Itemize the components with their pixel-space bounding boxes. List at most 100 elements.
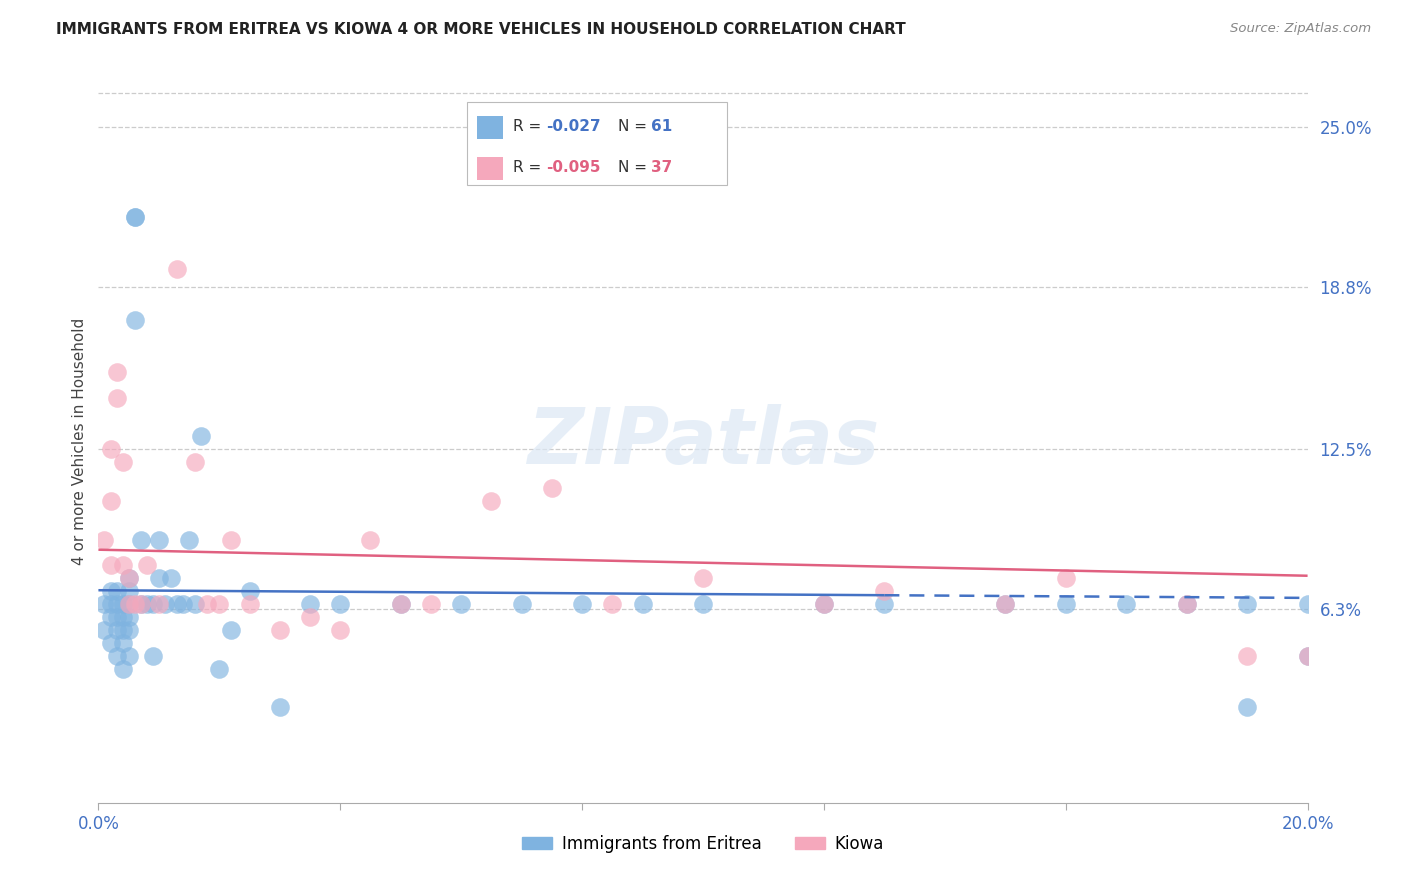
Point [118,597,141,611]
Point [118,623,141,637]
Point [510,597,533,611]
Point [389,597,412,611]
Point [166,261,188,276]
Point [124,210,146,224]
Point [813,597,835,611]
Point [1296,648,1319,663]
Point [111,455,134,469]
Point [1175,597,1198,611]
Point [994,597,1017,611]
Point [105,584,128,599]
Point [1296,648,1319,663]
Point [93,597,115,611]
Point [129,533,152,547]
Text: IMMIGRANTS FROM ERITREA VS KIOWA 4 OR MORE VEHICLES IN HOUSEHOLD CORRELATION CHA: IMMIGRANTS FROM ERITREA VS KIOWA 4 OR MO… [56,22,905,37]
Point [239,597,262,611]
Point [105,623,128,637]
Point [100,442,122,457]
Point [208,597,231,611]
Point [124,210,146,224]
Point [118,610,141,624]
Point [100,597,122,611]
Point [111,636,134,650]
Point [129,597,152,611]
Text: ZIPatlas: ZIPatlas [527,403,879,480]
Point [571,597,593,611]
Legend: Immigrants from Eritrea, Kiowa: Immigrants from Eritrea, Kiowa [515,828,891,860]
Point [93,533,115,547]
Point [1236,597,1258,611]
Text: N =: N = [619,161,652,175]
Point [105,610,128,624]
Point [195,597,218,611]
Point [269,700,291,714]
Point [184,455,207,469]
Point [221,533,243,547]
Point [118,584,141,599]
Text: 61: 61 [651,119,672,134]
Point [299,597,322,611]
Y-axis label: 4 or more Vehicles in Household: 4 or more Vehicles in Household [72,318,87,566]
Point [299,610,322,624]
Point [166,597,188,611]
Text: R =: R = [513,119,547,134]
Point [142,648,165,663]
Point [105,597,128,611]
Point [481,494,503,508]
Text: -0.095: -0.095 [546,161,600,175]
Point [1236,648,1258,663]
Point [1236,700,1258,714]
Point [1115,597,1137,611]
Point [135,558,157,573]
Point [100,558,122,573]
Point [142,597,165,611]
Point [100,584,122,599]
Text: 37: 37 [651,161,672,175]
Point [111,662,134,676]
Point [111,597,134,611]
Point [111,558,134,573]
Point [873,584,896,599]
Point [111,610,134,624]
Point [124,597,146,611]
Point [105,648,128,663]
Point [873,597,896,611]
Point [148,571,170,585]
Point [100,636,122,650]
Point [148,597,170,611]
Point [129,597,152,611]
Point [105,365,128,379]
Point [118,571,141,585]
Point [105,391,128,405]
Point [1296,597,1319,611]
Point [420,597,443,611]
Point [118,648,141,663]
Point [111,623,134,637]
FancyBboxPatch shape [477,116,503,138]
Text: Source: ZipAtlas.com: Source: ZipAtlas.com [1230,22,1371,36]
Point [160,571,183,585]
Point [692,597,714,611]
Point [1175,597,1198,611]
Point [190,429,212,443]
Point [221,623,243,637]
Point [118,571,141,585]
Text: N =: N = [619,119,652,134]
FancyBboxPatch shape [477,157,503,180]
Point [179,533,201,547]
Point [329,597,352,611]
Point [813,597,835,611]
Point [540,481,562,495]
Point [118,597,141,611]
Point [450,597,472,611]
Point [631,597,654,611]
Point [1054,571,1077,585]
Point [602,597,624,611]
Point [1054,597,1077,611]
Point [124,313,146,327]
Text: -0.027: -0.027 [546,119,600,134]
Point [269,623,291,637]
Point [172,597,194,611]
Point [184,597,207,611]
Point [148,533,170,547]
